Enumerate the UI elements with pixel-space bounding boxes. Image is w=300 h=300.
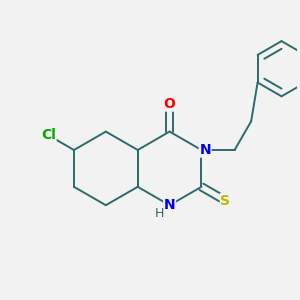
Text: H: H <box>154 207 164 220</box>
Text: N: N <box>199 143 211 157</box>
Text: S: S <box>220 194 230 208</box>
Text: Cl: Cl <box>41 128 56 142</box>
Text: N: N <box>164 198 176 212</box>
Text: O: O <box>164 97 175 111</box>
